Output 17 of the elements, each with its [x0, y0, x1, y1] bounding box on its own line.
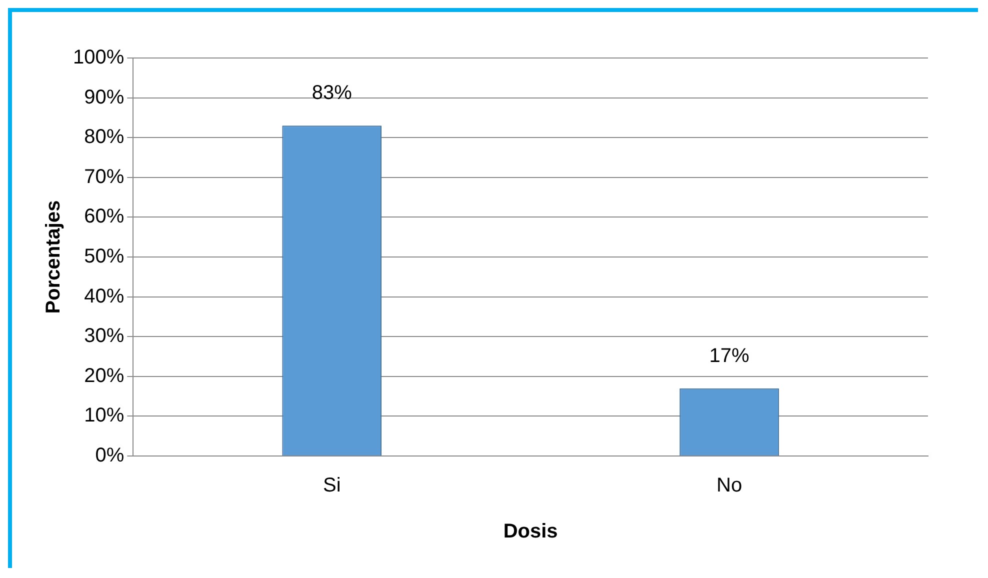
y-tick-label: 70% — [84, 166, 124, 188]
x-axis-title: Dosis — [503, 520, 558, 543]
y-tick-label: 10% — [84, 404, 124, 427]
y-axis-title: Porcentajes — [42, 200, 65, 314]
data-label: 83% — [312, 82, 352, 104]
y-tick-label: 60% — [84, 206, 124, 228]
y-tick-label: 100% — [72, 46, 124, 69]
x-tick-label: Si — [322, 474, 341, 497]
y-tick-label: 30% — [84, 325, 124, 348]
y-tick-label: 50% — [84, 246, 124, 268]
x-tick-label: No — [716, 474, 742, 497]
y-tick-label: 20% — [84, 364, 124, 387]
y-tick-label: 0% — [95, 444, 124, 467]
y-tick-label: 90% — [84, 86, 124, 108]
y-tick-label: 80% — [84, 126, 124, 148]
y-tick-label: 40% — [84, 285, 124, 308]
data-label: 17% — [709, 344, 750, 367]
